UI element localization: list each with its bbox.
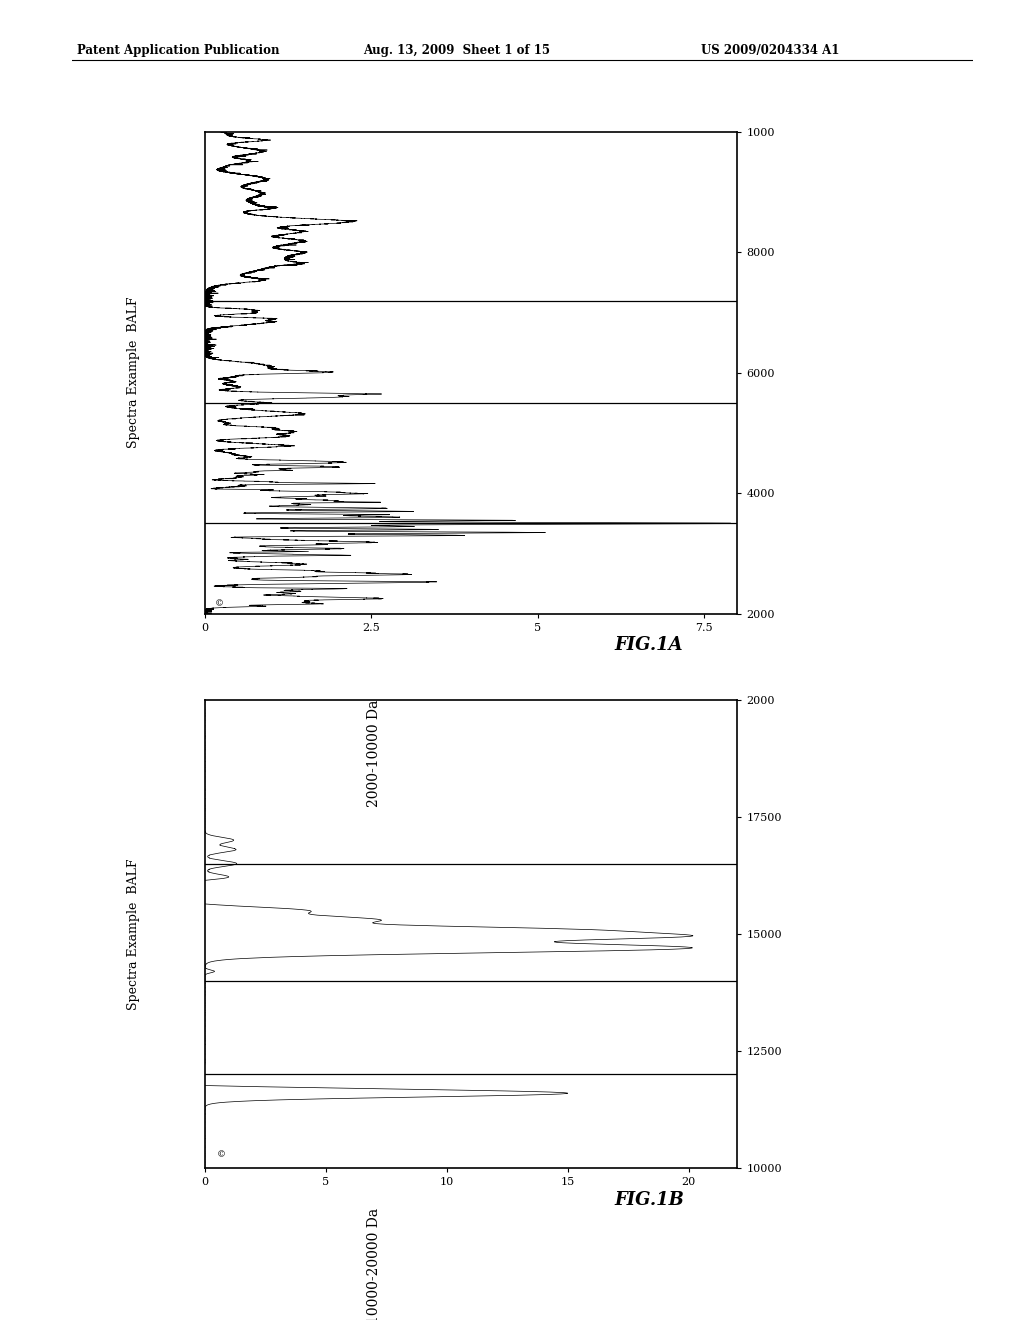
Text: ©: © bbox=[215, 599, 224, 607]
Text: Spectra Example  BALF: Spectra Example BALF bbox=[127, 859, 139, 1010]
Text: FIG.1A: FIG.1A bbox=[614, 636, 683, 655]
Text: US 2009/0204334 A1: US 2009/0204334 A1 bbox=[701, 44, 840, 57]
Text: FIG.1B: FIG.1B bbox=[614, 1191, 684, 1209]
Text: Aug. 13, 2009  Sheet 1 of 15: Aug. 13, 2009 Sheet 1 of 15 bbox=[364, 44, 551, 57]
Text: ©: © bbox=[217, 1150, 226, 1159]
Text: Spectra Example  BALF: Spectra Example BALF bbox=[127, 297, 139, 447]
Text: Patent Application Publication: Patent Application Publication bbox=[77, 44, 280, 57]
Text: 10000-20000 Da: 10000-20000 Da bbox=[367, 1208, 381, 1320]
Text: 2000-10000 Da: 2000-10000 Da bbox=[367, 700, 381, 807]
